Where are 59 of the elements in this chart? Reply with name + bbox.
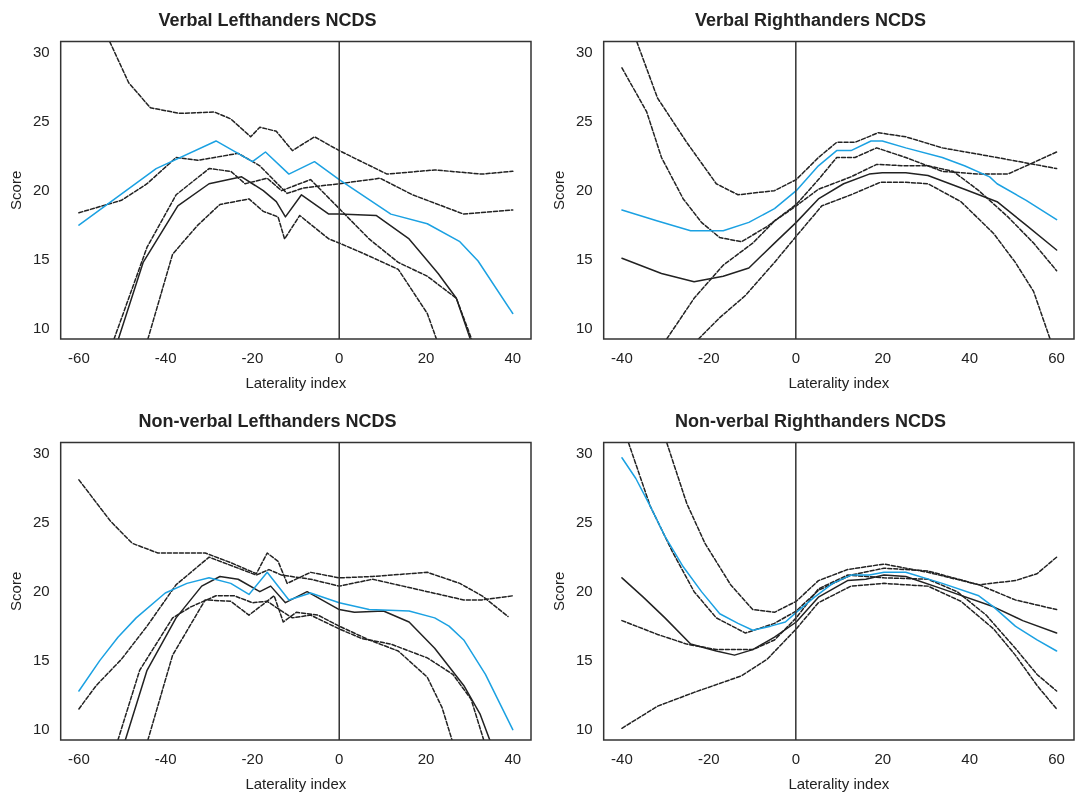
x-tick-label: 0 — [791, 349, 800, 367]
y-tick-label: 10 — [576, 318, 593, 336]
line-series — [147, 198, 438, 339]
chart-title: Non-verbal Lefthanders NCDS — [138, 410, 397, 431]
y-tick-label: 30 — [576, 42, 593, 60]
y-tick-label: 10 — [33, 719, 50, 737]
x-axis-title: Laterality index — [245, 374, 347, 392]
x-axis-title: Laterality index — [245, 775, 347, 793]
x-tick-label: 0 — [791, 750, 800, 768]
x-tick-label: 0 — [335, 750, 344, 768]
x-tick-label: -20 — [698, 349, 720, 367]
y-tick-label: 25 — [576, 512, 593, 530]
y-tick-label: 25 — [33, 111, 50, 129]
y-tick-label: 20 — [33, 180, 50, 198]
x-tick-label: 40 — [504, 349, 522, 367]
x-axis-title: Laterality index — [788, 775, 890, 793]
y-tick-label: 25 — [576, 111, 593, 129]
chart-title: Non-verbal Righthanders NCDS — [674, 410, 947, 431]
line-series — [108, 41, 514, 175]
y-tick-label: 15 — [576, 249, 593, 267]
y-tick-label: 15 — [33, 249, 50, 267]
x-tick-label: -60 — [68, 750, 90, 768]
x-tick-label: -20 — [698, 750, 720, 768]
x-tick-label: 20 — [417, 750, 435, 768]
x-tick-label: 0 — [335, 349, 344, 367]
x-tick-label: -40 — [611, 750, 633, 768]
x-tick-label: -20 — [241, 349, 264, 367]
y-tick-label: 30 — [576, 443, 593, 461]
chart-title: Verbal Lefthanders NCDS — [158, 9, 377, 30]
y-axis-title: Score — [7, 571, 25, 611]
x-tick-label: 60 — [1048, 349, 1065, 367]
y-axis-title: Score — [550, 170, 568, 210]
y-tick-label: 30 — [33, 42, 50, 60]
y-tick-label: 10 — [576, 719, 593, 737]
line-series — [697, 181, 1051, 339]
y-axis-title: Score — [550, 571, 568, 611]
y-axis-title: Score — [7, 170, 25, 210]
x-tick-label: 20 — [874, 349, 892, 367]
y-tick-label: 20 — [576, 581, 593, 599]
y-tick-label: 20 — [576, 180, 593, 198]
x-tick-label: 40 — [961, 349, 979, 367]
x-tick-label: 20 — [417, 349, 435, 367]
y-tick-label: 10 — [33, 318, 50, 336]
y-tick-label: 15 — [33, 650, 50, 668]
y-tick-label: 30 — [33, 443, 50, 461]
x-axis-title: Laterality index — [788, 374, 890, 392]
y-tick-label: 20 — [33, 581, 50, 599]
chart-title: Verbal Righthanders NCDS — [694, 9, 927, 30]
x-tick-label: 40 — [961, 750, 979, 768]
y-tick-label: 25 — [33, 512, 50, 530]
y-tick-label: 15 — [576, 650, 593, 668]
x-tick-label: 60 — [1048, 750, 1065, 768]
x-tick-label: 40 — [504, 750, 522, 768]
x-tick-label: -40 — [611, 349, 633, 367]
x-tick-label: -40 — [154, 349, 177, 367]
x-tick-label: -60 — [68, 349, 90, 367]
x-tick-label: -20 — [241, 750, 264, 768]
x-tick-label: -40 — [154, 750, 177, 768]
x-tick-label: 20 — [874, 750, 892, 768]
